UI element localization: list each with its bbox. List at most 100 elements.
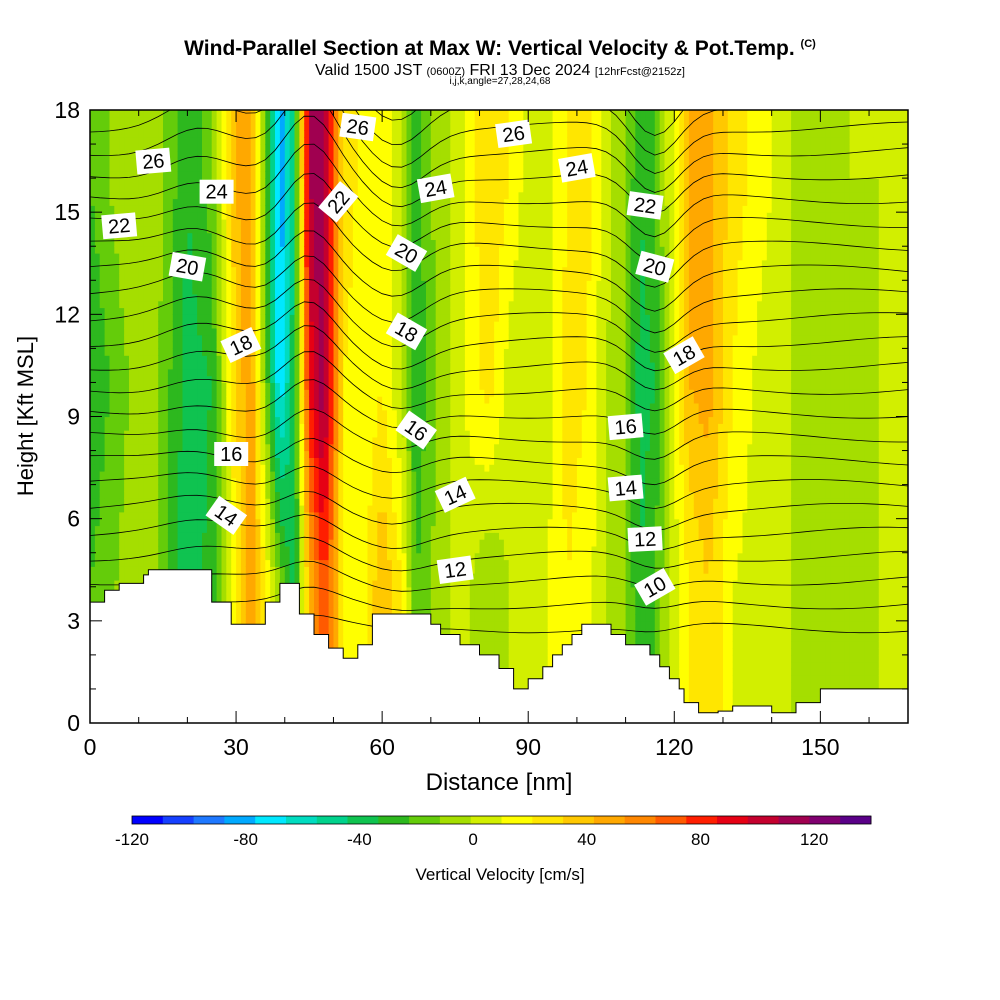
w-cell xyxy=(163,464,169,472)
w-cell xyxy=(221,355,227,363)
w-cell xyxy=(289,198,296,206)
w-cell xyxy=(309,355,315,363)
w-cell xyxy=(226,110,232,118)
w-cell xyxy=(163,307,169,315)
w-cell xyxy=(299,314,305,322)
w-cell xyxy=(94,321,101,329)
w-cell xyxy=(250,423,257,431)
w-cell xyxy=(240,552,247,561)
w-cell xyxy=(270,171,276,179)
w-cell xyxy=(328,110,335,118)
w-cell xyxy=(318,409,325,418)
w-cell xyxy=(124,239,130,247)
w-cell xyxy=(202,123,208,131)
w-cell xyxy=(265,253,271,261)
w-cell xyxy=(124,137,130,145)
w-cell xyxy=(138,334,145,343)
w-cell xyxy=(270,511,276,520)
w-cell xyxy=(124,150,130,159)
w-cell xyxy=(104,287,111,295)
w-cell xyxy=(328,416,335,424)
w-cell xyxy=(323,341,330,349)
w-cell xyxy=(129,436,135,445)
w-cell xyxy=(270,580,276,588)
w-cell xyxy=(148,436,154,445)
w-cell xyxy=(275,164,281,172)
w-cell xyxy=(352,491,359,499)
w-cell xyxy=(206,409,213,418)
w-cell xyxy=(94,150,101,159)
w-cell xyxy=(182,539,188,547)
w-cell xyxy=(289,348,296,356)
w-cell xyxy=(94,246,101,254)
w-cell xyxy=(343,150,349,159)
w-cell xyxy=(284,518,291,527)
w-cell xyxy=(284,191,291,200)
w-cell xyxy=(279,137,286,145)
w-cell xyxy=(299,293,305,302)
w-cell xyxy=(94,382,101,390)
w-cell xyxy=(158,471,164,479)
w-cell xyxy=(226,253,232,261)
w-cell xyxy=(328,362,335,370)
w-cell xyxy=(90,491,96,499)
w-cell xyxy=(202,409,208,418)
w-cell xyxy=(270,150,276,159)
w-cell xyxy=(314,518,320,527)
w-cell xyxy=(240,171,247,179)
w-cell xyxy=(172,144,179,152)
w-cell xyxy=(284,157,291,166)
w-cell xyxy=(279,348,286,356)
w-cell xyxy=(289,457,296,465)
w-cell xyxy=(202,552,208,561)
w-cell xyxy=(104,205,111,213)
w-cell xyxy=(119,123,125,131)
w-cell xyxy=(314,341,320,349)
w-cell xyxy=(90,307,96,315)
w-cell xyxy=(265,443,271,452)
w-cell xyxy=(289,307,296,315)
w-cell xyxy=(182,389,188,397)
w-cell xyxy=(182,498,188,506)
w-cell xyxy=(99,198,106,206)
w-cell xyxy=(309,484,315,492)
w-cell xyxy=(270,300,276,309)
w-cell xyxy=(236,266,242,275)
w-cell xyxy=(304,430,310,438)
w-cell xyxy=(133,430,140,438)
w-cell xyxy=(143,382,150,390)
w-cell xyxy=(153,409,159,418)
w-cell xyxy=(104,457,111,465)
w-cell xyxy=(250,436,257,445)
w-cell xyxy=(206,539,213,547)
w-cell xyxy=(231,464,237,472)
w-cell xyxy=(158,389,164,397)
w-cell xyxy=(328,525,335,533)
w-cell xyxy=(343,328,349,336)
w-cell xyxy=(182,123,188,131)
w-cell xyxy=(294,396,300,404)
w-cell xyxy=(206,396,213,404)
w-cell xyxy=(328,375,335,383)
w-cell xyxy=(206,552,213,561)
w-cell xyxy=(245,110,252,118)
w-cell xyxy=(236,191,242,200)
w-cell xyxy=(323,471,330,479)
w-cell xyxy=(109,423,115,431)
w-cell xyxy=(158,416,164,424)
w-cell xyxy=(343,443,349,452)
w-cell xyxy=(318,157,325,166)
w-cell xyxy=(158,259,164,268)
w-cell xyxy=(177,246,184,254)
w-cell xyxy=(158,191,164,200)
w-cell xyxy=(129,477,135,486)
w-cell xyxy=(172,123,179,131)
w-cell xyxy=(333,634,339,642)
w-cell xyxy=(104,348,111,356)
w-cell xyxy=(284,566,291,574)
w-cell xyxy=(206,416,213,424)
w-cell xyxy=(163,368,169,377)
w-cell xyxy=(133,525,140,533)
w-cell xyxy=(294,334,300,343)
w-cell xyxy=(202,471,208,479)
